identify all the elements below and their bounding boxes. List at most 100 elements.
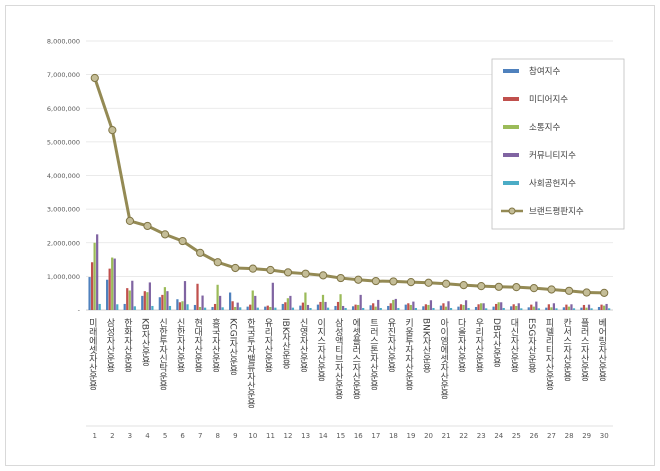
line-point-8 [213,258,222,267]
bar-19-2 [407,303,410,310]
bar-24-3 [497,302,500,310]
bar-5-5 [168,305,172,310]
bar-6-5 [186,304,189,310]
y-tick-label: 7,000,000 [47,71,80,79]
bar-6-3 [181,301,184,310]
bar-12-5 [291,307,295,310]
x-rank-label: 14 [319,432,328,440]
line-point-23 [477,282,486,291]
bar-13-5 [309,307,312,310]
bar-18-5 [397,307,400,310]
y-tick-label: 1,000,000 [47,273,80,281]
y-tick-label: - [78,307,81,315]
bar-5-3 [163,287,167,310]
bar-16-5 [362,307,365,310]
bar-21-5 [449,307,453,310]
bar-9-4 [236,302,239,310]
bar-30-5 [608,308,611,310]
bar-29-2 [582,304,586,310]
bar-21-2 [442,303,445,310]
line-point-12 [283,268,293,277]
legend-swatch [503,153,519,157]
bar-14-5 [326,307,330,310]
legend-swatch [503,125,519,129]
bar-10-2 [249,304,252,310]
bar-7-3 [198,306,202,310]
line-point-11 [266,265,275,275]
bar-27-1 [545,307,548,310]
line-point-18 [389,277,398,286]
bar-2-1 [106,279,109,310]
bar-11-5 [274,307,277,310]
bar-4-5 [151,305,154,310]
bar-12-2 [284,302,287,310]
x-category-label: 삼성액티브자산운용 [333,318,343,399]
bar-29-3 [585,307,588,310]
bar-13-2 [301,302,305,310]
legend-label: 소통지수 [529,123,560,133]
bar-24-1 [492,306,495,310]
x-category-label: 아이엠에셋자산운용 [438,318,448,399]
bar-4-1 [141,295,144,310]
bar-9-5 [239,307,242,310]
bar-14-1 [316,304,320,310]
y-axis-ticks: - 1,000,000 2,000,000 3,000,000 4,000,000 5,0… [47,38,81,315]
bar-series [88,234,611,310]
line-series [90,73,609,297]
bar-3-5 [133,306,136,310]
bar-23-1 [474,306,478,310]
legend-label: 커뮤니티지수 [529,150,576,161]
line-point-20 [424,278,433,287]
bar-10-5 [256,307,259,310]
line-point-30 [600,288,609,297]
x-category-label: DB자산운용 [491,318,501,367]
y-tick-label: 4,000,000 [47,172,80,180]
bar-13-3 [304,292,307,310]
bar-27-3 [550,307,553,310]
x-rank-label: 5 [163,432,167,440]
line-point-14 [319,271,328,280]
bar-5-2 [161,294,164,310]
bar-26-2 [530,304,533,310]
line-point-16 [354,275,363,284]
bar-3-4 [131,280,134,310]
y-tick-label: 3,000,000 [47,206,80,214]
x-rank-label: 13 [301,432,310,440]
bar-1-1 [88,277,91,310]
x-rank-label: 26 [529,432,538,440]
bar-11-3 [269,306,272,310]
line-point-13 [301,269,310,278]
bar-23-2 [477,304,480,310]
line-point-10 [248,264,257,273]
x-rank-label: 20 [424,432,433,440]
line-point-5 [160,230,170,239]
x-rank-label: 7 [198,432,202,440]
line-point-6 [178,236,187,246]
line-point-24 [494,282,503,291]
bar-4-2 [143,291,146,310]
bar-9-1 [228,292,232,310]
line-point-29 [582,288,591,297]
x-category-label: 한화자산운용 [122,318,132,372]
bar-24-5 [502,307,505,310]
bar-22-4 [464,300,468,310]
bar-30-1 [597,306,601,310]
x-rank-label: 25 [512,432,521,440]
bar-11-4 [271,282,274,310]
legend-label: 미디어지수 [529,94,568,105]
bar-28-1 [562,307,565,310]
bar-8-2 [213,303,217,310]
bar-25-5 [520,308,523,310]
bar-28-4 [570,304,573,310]
chart-frame: - 1,000,000 2,000,000 3,000,000 4,000,000 5,0… [5,5,655,466]
x-category-label: 유리자산운용 [262,318,272,372]
line-point-7 [196,248,205,257]
brand-reputation-chart: - 1,000,000 2,000,000 3,000,000 4,000,000 5,0… [47,38,625,440]
bar-20-5 [432,307,435,310]
x-rank-label: 1 [93,432,97,440]
bar-4-4 [148,282,151,310]
bar-4-3 [146,292,149,310]
bar-15-4 [341,305,345,310]
bar-23-4 [482,303,485,310]
bar-30-4 [605,303,608,310]
